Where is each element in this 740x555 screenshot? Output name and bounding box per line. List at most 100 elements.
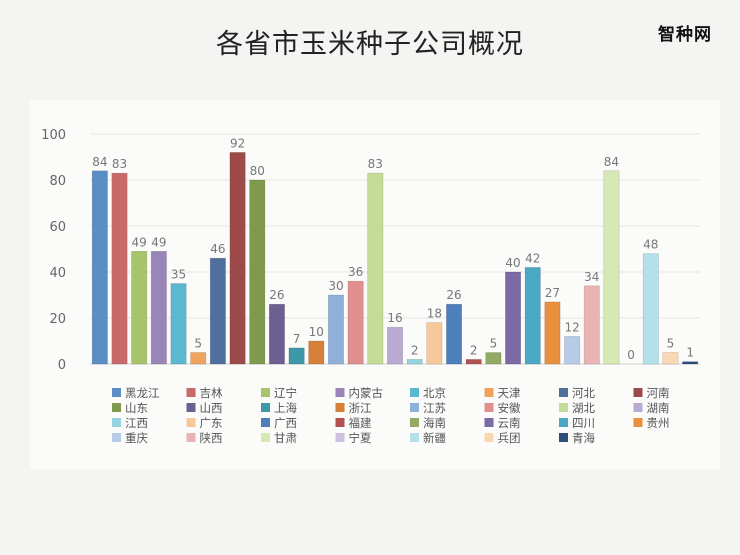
data-label: 1 (686, 346, 694, 360)
data-label: 5 (667, 337, 675, 351)
bar (426, 322, 443, 365)
legend-swatch (186, 403, 196, 412)
y-tick-label: 60 (49, 220, 66, 235)
bar (662, 352, 679, 365)
legend-swatch (559, 388, 568, 397)
bar (603, 170, 620, 365)
legend-label: 安徽 (498, 401, 521, 415)
data-label: 2 (470, 343, 478, 357)
data-label: 30 (328, 279, 343, 293)
legend-swatch (261, 418, 270, 427)
legend-label: 江西 (125, 416, 148, 430)
legend-swatch (410, 388, 419, 397)
legend-swatch (484, 433, 494, 442)
bar (170, 283, 187, 365)
data-label: 5 (194, 337, 202, 351)
bar (406, 359, 423, 365)
data-label: 42 (525, 251, 540, 265)
bar (544, 301, 561, 365)
legend-swatch (559, 418, 568, 427)
data-label: 92 (230, 136, 245, 150)
y-tick-label: 20 (49, 312, 66, 327)
legend-label: 海南 (423, 416, 446, 430)
legend-swatch (484, 388, 494, 397)
legend-swatch (261, 403, 270, 412)
legend-label: 宁夏 (349, 431, 372, 445)
legend-swatch (633, 403, 643, 412)
data-label: 26 (446, 288, 461, 302)
legend-swatch (186, 388, 196, 397)
bar (111, 172, 128, 365)
legend-swatch (410, 418, 419, 427)
bar (308, 340, 325, 365)
bar (327, 294, 344, 365)
legend-label: 辽宁 (274, 386, 297, 400)
legend-swatch (335, 388, 345, 397)
legend-label: 云南 (498, 416, 521, 430)
bar (505, 271, 522, 365)
y-tick-label: 0 (58, 358, 66, 373)
legend-label: 黑龙江 (125, 386, 160, 400)
legend-label: 山西 (200, 401, 223, 415)
legend-label: 青海 (572, 431, 595, 445)
legend-label: 四川 (572, 416, 595, 430)
legend-swatch (484, 418, 494, 427)
legend-swatch (335, 418, 345, 427)
bar (465, 359, 482, 365)
legend-label: 江苏 (423, 401, 446, 415)
legend-swatch (112, 403, 121, 412)
bar (190, 352, 207, 365)
data-label: 34 (584, 270, 599, 284)
legend-swatch (410, 403, 419, 412)
legend-label: 广西 (274, 416, 297, 430)
bar (682, 361, 699, 365)
legend-label: 贵州 (647, 416, 670, 430)
data-label: 80 (250, 164, 265, 178)
legend-label: 内蒙古 (349, 386, 384, 400)
data-label: 12 (564, 320, 579, 334)
legend-swatch (559, 433, 568, 442)
legend-label: 陕西 (200, 431, 223, 445)
bar (131, 251, 148, 365)
y-tick-label: 40 (49, 266, 66, 281)
legend-label: 天津 (498, 386, 521, 400)
legend-label: 福建 (349, 416, 372, 430)
bar (91, 170, 108, 365)
bar (268, 303, 285, 365)
legend-label: 河南 (647, 386, 670, 400)
data-label: 18 (427, 307, 442, 321)
legend-label: 兵团 (498, 431, 521, 445)
data-label: 0 (627, 348, 635, 362)
legend-label: 重庆 (125, 431, 148, 445)
legend-label: 甘肃 (274, 431, 297, 445)
data-label: 35 (171, 268, 186, 282)
legend-swatch (186, 418, 196, 427)
legend-swatch (335, 403, 345, 412)
legend-swatch (112, 388, 121, 397)
legend-label: 河北 (572, 386, 595, 400)
legend-label: 北京 (423, 386, 446, 400)
legend-swatch (112, 418, 121, 427)
bar (229, 152, 246, 365)
bar (347, 280, 364, 365)
legend-swatch (261, 433, 270, 442)
bar (583, 285, 600, 365)
legend-label: 上海 (274, 401, 297, 415)
bar (367, 172, 384, 365)
legend-label: 新疆 (423, 431, 446, 445)
bar (642, 253, 659, 365)
bar (524, 267, 541, 365)
data-label: 7 (293, 332, 301, 346)
legend-swatch (559, 403, 568, 412)
legend-swatch (335, 433, 345, 442)
legend-label: 山东 (125, 401, 148, 415)
bar (288, 347, 305, 365)
data-label: 83 (112, 157, 127, 171)
data-label: 36 (348, 265, 363, 279)
bar (249, 179, 266, 365)
chart-panel: 0 20 40 60 80 100 84 83 49 49 35 5 46 92 80 26 7 10 30 36 83… (30, 100, 720, 470)
legend-swatch (484, 403, 494, 412)
legend-swatch (186, 433, 196, 442)
data-label: 48 (643, 238, 658, 252)
